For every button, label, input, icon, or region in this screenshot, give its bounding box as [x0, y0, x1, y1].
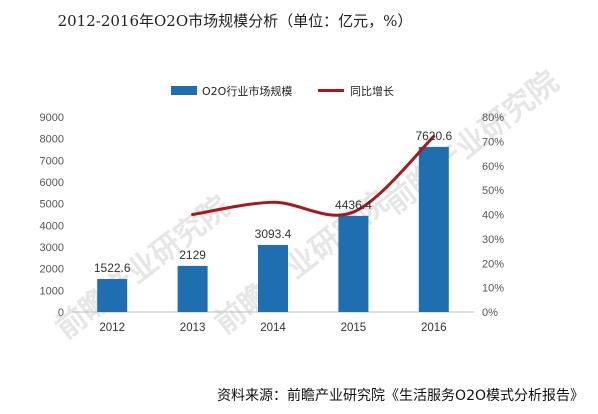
y-left-tick-label: 6000	[40, 177, 64, 189]
bar-data-label: 3093.4	[255, 227, 292, 241]
y-left-tick-label: 8000	[40, 134, 64, 146]
bar	[177, 265, 208, 312]
x-tick-label: 2012	[99, 322, 125, 334]
y-left-tick-label: 7000	[40, 155, 64, 167]
growth-line	[191, 135, 436, 217]
bar-data-label: 1522.6	[94, 261, 131, 275]
x-tick-label: 2014	[260, 322, 286, 334]
y-right-tick-label: 10%	[482, 283, 504, 295]
legend-swatch-bar	[171, 86, 197, 95]
bar	[338, 215, 369, 312]
x-tick-label: 2016	[421, 322, 447, 334]
y-left-tick-label: 4000	[40, 220, 64, 232]
y-left-tick-label: 2000	[40, 264, 64, 276]
y-right-tick-label: 30%	[482, 234, 504, 246]
source-note: 资料来源：前瞻产业研究院《生活服务O2O模式分析报告》	[217, 388, 584, 404]
chart-title: 2012-2016年O2O市场规模分析（单位：亿元，%）	[57, 12, 413, 30]
y-right-tick-label: 50%	[482, 185, 504, 197]
y-right-tick-label: 0%	[482, 307, 498, 319]
y-left-tick-label: 1000	[40, 285, 64, 297]
bar	[97, 279, 128, 312]
bar	[418, 146, 449, 312]
y-right-tick-label: 80%	[482, 112, 504, 124]
x-tick-label: 2013	[180, 322, 206, 334]
legend-label-line: 同比增长	[350, 84, 394, 98]
x-tick-label: 2015	[341, 322, 367, 334]
y-left-tick-label: 9000	[40, 112, 64, 124]
bar-data-label: 4436.4	[335, 198, 372, 212]
y-right-tick-label: 40%	[482, 210, 504, 222]
y-right-tick-label: 20%	[482, 258, 504, 270]
y-left-tick-label: 0	[58, 307, 64, 319]
y-left-tick-label: 5000	[40, 199, 64, 211]
watermark-text: 前瞻产业研究院	[378, 64, 565, 221]
bar-data-label: 2129	[179, 248, 206, 262]
legend-label-bar: O2O行业市场规模	[202, 84, 292, 98]
bar-data-label: 7620.6	[415, 129, 452, 143]
y-right-tick-label: 60%	[482, 161, 504, 173]
bar	[258, 244, 288, 312]
y-left-tick-label: 3000	[40, 242, 64, 254]
y-right-tick-label: 70%	[482, 136, 504, 148]
